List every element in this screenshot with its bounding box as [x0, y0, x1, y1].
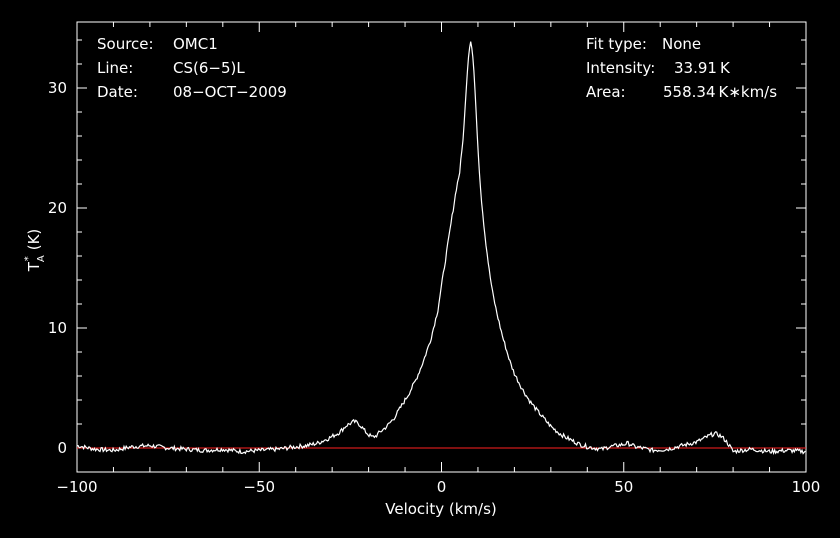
y-axis-label: TA* (K)	[23, 229, 47, 273]
line-label: Line:	[97, 59, 134, 77]
y-label-unit: (K)	[25, 229, 43, 251]
axis-ticks	[76, 22, 807, 472]
area-value: 558.34 K∗km/s	[663, 83, 778, 101]
spectrum-line	[77, 41, 806, 456]
info-left: Source: OMC1 Line: CS(6−5)L Date: 08−OCT…	[0, 0, 287, 126]
line-value: CS(6−5)L	[173, 59, 245, 77]
date-label: Date:	[97, 83, 138, 101]
y-label-sub: A	[36, 255, 47, 262]
fit-type-value: None	[662, 35, 702, 53]
x-axis-label: Velocity (km/s)	[385, 500, 496, 518]
info-right: Fit type: None Intensity: 33.91 K Area: …	[0, 0, 777, 126]
x-tick-label: −50	[243, 478, 275, 496]
source-label: Source:	[97, 35, 154, 53]
y-tick-label: 20	[48, 199, 67, 217]
x-tick-label: 0	[437, 478, 447, 496]
x-tick-label: 50	[614, 478, 633, 496]
x-tick-label: 100	[792, 478, 821, 496]
y-tick-label: 10	[48, 319, 67, 337]
svg-text:TA*(K): TA* (K)	[23, 229, 47, 273]
y-tick-label: 30	[48, 79, 67, 97]
y-label-sup: *	[23, 256, 34, 261]
area-label: Area:	[586, 83, 626, 101]
source-value: OMC1	[173, 35, 218, 53]
y-tick-label: 0	[57, 439, 67, 457]
x-tick-label: −100	[56, 478, 97, 496]
date-value: 08−OCT−2009	[173, 83, 287, 101]
fit-type-label: Fit type:	[586, 35, 647, 53]
y-label-main: T	[25, 261, 43, 272]
intensity-label: Intensity:	[586, 59, 656, 77]
intensity-value: 33.91 K	[674, 59, 730, 77]
tick-labels: −100 −50 0 50 100 0 10 20 30	[48, 79, 820, 496]
